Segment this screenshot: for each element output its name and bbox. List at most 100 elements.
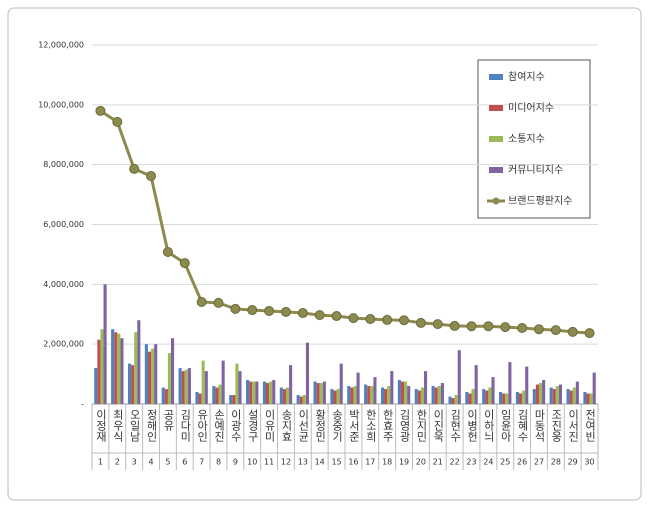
x-tick-label: 김현수: [449, 409, 462, 442]
bar: [161, 387, 165, 404]
bar: [266, 383, 270, 404]
line-marker: [112, 116, 123, 127]
bar: [218, 384, 222, 404]
legend-label: 미디어지수: [508, 102, 554, 114]
x-tick-label: 유아인: [196, 409, 209, 442]
bar: [583, 392, 587, 404]
bar: [339, 363, 343, 404]
bar: [154, 344, 158, 404]
bar: [505, 393, 509, 404]
rank-label: 26: [517, 458, 527, 467]
line-marker: [129, 163, 140, 174]
line-marker: [146, 171, 157, 182]
bar: [552, 389, 556, 404]
line-marker: [449, 320, 460, 331]
x-tick-label: 송중기: [331, 409, 344, 442]
rank-label: 19: [399, 458, 409, 467]
bar: [255, 381, 259, 404]
bar: [370, 386, 374, 404]
line-marker: [466, 321, 477, 332]
rank-label: 3: [132, 458, 137, 467]
bar: [549, 387, 553, 404]
bar: [373, 377, 377, 404]
bar: [350, 387, 354, 404]
bar: [454, 395, 458, 404]
x-tick-label: 마동석: [533, 409, 546, 443]
bar: [592, 372, 596, 404]
legend-swatch: [489, 105, 503, 111]
bar: [434, 387, 438, 404]
bar: [249, 381, 253, 404]
x-tick-label: 김다미: [179, 409, 192, 442]
rank-label: 12: [281, 458, 291, 467]
x-tick-label: 정해인: [145, 409, 158, 442]
bar: [586, 393, 590, 404]
x-tick-label: 송지효: [280, 409, 293, 442]
rank-label: 1: [98, 458, 103, 467]
bar: [184, 369, 188, 404]
line-marker: [331, 311, 342, 322]
bar: [575, 381, 579, 404]
x-tick-label: 이병헌: [466, 409, 479, 442]
bar: [558, 384, 563, 404]
bar: [390, 371, 394, 404]
bar: [515, 392, 519, 404]
bar: [448, 396, 452, 404]
bar: [387, 386, 391, 404]
bar: [508, 362, 512, 404]
bar: [305, 342, 310, 404]
bar: [404, 381, 408, 404]
bar: [215, 387, 219, 404]
y-tick-label: 2,000,000: [43, 340, 84, 349]
rank-label: 21: [433, 458, 443, 467]
rank-label: 11: [264, 458, 274, 467]
rank-label: 14: [315, 458, 325, 467]
bar: [111, 329, 115, 404]
bar: [566, 389, 570, 404]
bar: [100, 329, 104, 404]
bar: [221, 360, 225, 404]
bar: [414, 389, 418, 404]
bar: [532, 389, 536, 404]
bar: [356, 372, 360, 404]
rank-label: 28: [551, 458, 561, 467]
bar: [181, 371, 185, 404]
bar: [330, 389, 334, 404]
line-marker: [196, 296, 207, 307]
line-marker: [348, 313, 359, 324]
bar: [299, 396, 303, 404]
bar: [538, 383, 543, 404]
x-tick-label: 오일남: [128, 409, 141, 442]
bar: [525, 366, 529, 404]
legend-label: 브랜드평판지수: [508, 195, 572, 207]
x-tick-label: 설경구: [246, 409, 259, 442]
bar: [103, 284, 107, 404]
line-marker: [230, 303, 241, 314]
line-marker: [415, 317, 426, 328]
bar: [120, 338, 124, 404]
bar: [465, 392, 469, 404]
bar: [151, 348, 155, 404]
rank-label: 18: [382, 458, 392, 467]
line-marker: [399, 315, 410, 326]
rank-label: 4: [148, 458, 153, 467]
bar: [491, 377, 495, 404]
bar: [384, 389, 388, 404]
line-marker: [500, 322, 511, 333]
legend-label: 참여지수: [508, 71, 545, 83]
bar: [431, 386, 435, 404]
x-tick-label: 전여빈: [584, 409, 597, 442]
bar: [262, 381, 266, 404]
bar: [572, 387, 576, 404]
rank-label: 7: [199, 458, 204, 467]
bar: [440, 383, 444, 404]
bar: [589, 393, 593, 404]
rank-label: 24: [483, 458, 493, 467]
bar: [535, 384, 539, 404]
bar: [296, 395, 300, 404]
line-marker: [95, 105, 106, 116]
legend-label: 소통지수: [508, 133, 545, 145]
bar: [279, 387, 283, 404]
line-marker: [365, 314, 376, 325]
